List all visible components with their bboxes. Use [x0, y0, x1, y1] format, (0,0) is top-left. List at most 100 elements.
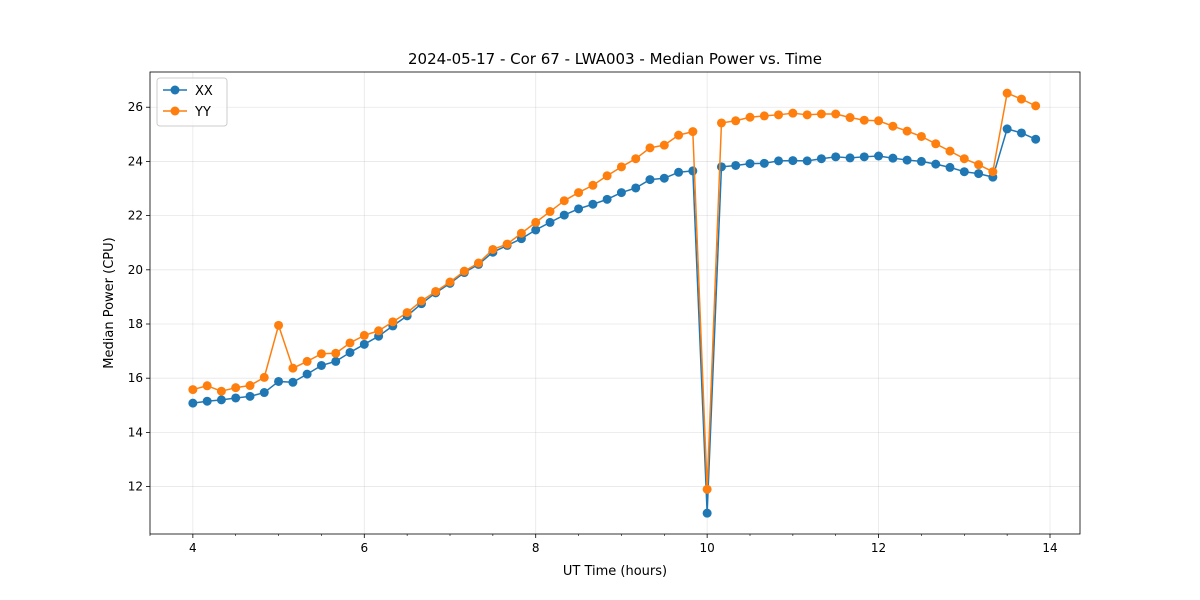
data-point-yy — [416, 296, 426, 306]
data-point-xx — [274, 376, 284, 386]
data-point-xx — [216, 395, 226, 405]
data-point-yy — [359, 330, 369, 340]
data-point-xx — [945, 162, 955, 172]
data-point-yy — [559, 196, 569, 206]
data-point-xx — [602, 194, 612, 204]
data-point-xx — [588, 199, 598, 209]
data-point-yy — [245, 381, 255, 391]
data-point-yy — [188, 385, 198, 395]
data-point-yy — [516, 228, 526, 238]
data-point-yy — [345, 338, 355, 348]
x-tick-label: 6 — [360, 541, 368, 555]
data-point-yy — [374, 326, 384, 336]
x-tick-label: 8 — [532, 541, 540, 555]
data-point-yy — [716, 118, 726, 128]
data-point-yy — [674, 130, 684, 140]
legend-item-yy: YY — [163, 105, 211, 120]
data-point-yy — [474, 258, 484, 268]
legend: XX YY — [156, 77, 228, 127]
data-point-yy — [216, 386, 226, 396]
data-point-yy — [574, 188, 584, 198]
legend-box — [156, 77, 228, 127]
data-point-yy — [274, 320, 284, 330]
data-point-xx — [545, 217, 555, 227]
data-point-xx — [188, 398, 198, 408]
x-tick-label: 4 — [189, 541, 197, 555]
data-point-yy — [745, 112, 755, 122]
legend-label: YY — [194, 105, 211, 120]
data-point-yy — [802, 110, 812, 120]
data-point-xx — [631, 183, 641, 193]
legend-marker — [170, 106, 180, 116]
data-point-xx — [845, 153, 855, 163]
data-point-yy — [916, 131, 926, 141]
data-point-yy — [588, 180, 598, 190]
data-point-yy — [388, 317, 398, 327]
data-point-yy — [845, 113, 855, 123]
data-point-yy — [945, 146, 955, 156]
data-point-xx — [245, 391, 255, 401]
data-point-xx — [774, 156, 784, 166]
data-point-yy — [988, 167, 998, 177]
y-tick-label: 22 — [128, 209, 143, 223]
data-point-xx — [902, 155, 912, 165]
grid — [150, 72, 1080, 534]
y-tick-label: 12 — [128, 480, 143, 494]
data-point-yy — [445, 277, 455, 287]
data-point-xx — [659, 173, 669, 183]
data-point-xx — [916, 156, 926, 166]
x-tick-label: 10 — [700, 541, 715, 555]
data-point-yy — [459, 266, 469, 276]
data-point-yy — [859, 115, 869, 125]
data-point-xx — [302, 369, 312, 379]
data-point-yy — [302, 356, 312, 366]
chart-title: 2024-05-17 - Cor 67 - LWA003 - Median Po… — [408, 50, 822, 68]
x-axis-label: UT Time (hours) — [563, 564, 667, 579]
data-point-xx — [574, 204, 584, 214]
data-point-yy — [874, 116, 884, 126]
data-point-xx — [931, 159, 941, 169]
data-point-yy — [974, 160, 984, 170]
data-point-yy — [759, 111, 769, 121]
data-point-yy — [788, 108, 798, 118]
y-tick-label: 20 — [128, 263, 143, 277]
data-point-xx — [559, 210, 569, 220]
data-point-xx — [259, 388, 269, 398]
data-point-yy — [602, 171, 612, 181]
data-point-xx — [1002, 124, 1012, 134]
y-axis-label: Median Power (CPU) — [102, 237, 117, 368]
data-point-yy — [631, 154, 641, 164]
data-point-xx — [288, 377, 298, 387]
data-point-xx — [316, 360, 326, 370]
plot-area-frame — [149, 71, 1081, 535]
data-point-xx — [816, 154, 826, 164]
y-tick-label: 24 — [128, 154, 143, 168]
data-point-xx — [1031, 134, 1041, 144]
data-point-yy — [402, 308, 412, 318]
data-point-xx — [702, 508, 712, 518]
y-tick-label: 18 — [128, 317, 143, 331]
data-point-yy — [616, 162, 626, 172]
data-point-yy — [1002, 88, 1012, 98]
data-point-yy — [488, 244, 498, 254]
data-point-yy — [959, 154, 969, 164]
x-tick-label: 14 — [1042, 541, 1057, 555]
data-point-xx — [616, 188, 626, 198]
data-point-xx — [788, 156, 798, 166]
data-point-xx — [359, 339, 369, 349]
data-point-yy — [1031, 101, 1041, 111]
data-point-yy — [816, 109, 826, 119]
data-point-xx — [345, 347, 355, 357]
series-yy — [188, 88, 1041, 494]
data-point-xx — [231, 393, 241, 403]
data-point-xx — [959, 167, 969, 177]
data-point-xx — [531, 225, 541, 235]
data-point-yy — [731, 116, 741, 126]
legend-label: XX — [195, 84, 213, 99]
data-point-yy — [774, 110, 784, 120]
legend-marker — [170, 85, 180, 95]
data-point-yy — [931, 139, 941, 149]
y-tick-label: 14 — [128, 425, 143, 439]
data-point-yy — [831, 109, 841, 119]
